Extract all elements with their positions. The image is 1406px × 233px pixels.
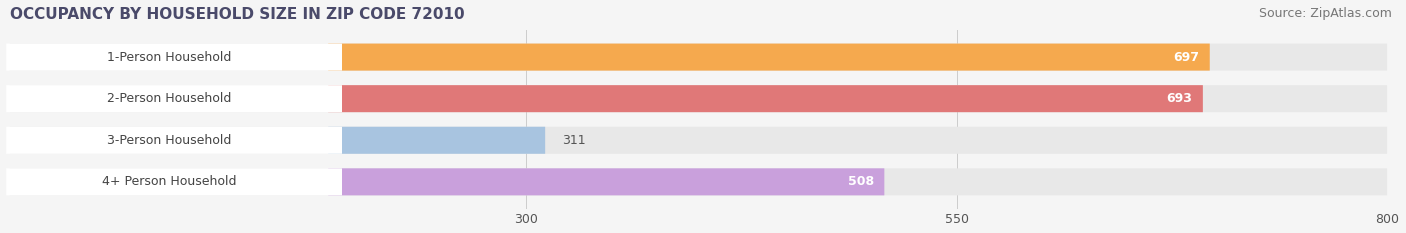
Text: 1-Person Household: 1-Person Household	[107, 51, 231, 64]
Text: Source: ZipAtlas.com: Source: ZipAtlas.com	[1258, 7, 1392, 20]
FancyBboxPatch shape	[6, 44, 342, 71]
Text: 2-Person Household: 2-Person Household	[107, 92, 231, 105]
Text: 508: 508	[848, 175, 875, 188]
FancyBboxPatch shape	[6, 168, 342, 195]
Text: 697: 697	[1174, 51, 1199, 64]
FancyBboxPatch shape	[10, 85, 1388, 112]
Text: OCCUPANCY BY HOUSEHOLD SIZE IN ZIP CODE 72010: OCCUPANCY BY HOUSEHOLD SIZE IN ZIP CODE …	[10, 7, 464, 22]
FancyBboxPatch shape	[328, 168, 884, 195]
FancyBboxPatch shape	[10, 44, 1388, 71]
FancyBboxPatch shape	[6, 127, 342, 154]
FancyBboxPatch shape	[10, 168, 1388, 195]
FancyBboxPatch shape	[328, 44, 1209, 71]
FancyBboxPatch shape	[10, 127, 1388, 154]
Text: 693: 693	[1167, 92, 1192, 105]
Text: 311: 311	[562, 134, 586, 147]
FancyBboxPatch shape	[328, 85, 1204, 112]
FancyBboxPatch shape	[6, 85, 342, 112]
Text: 3-Person Household: 3-Person Household	[107, 134, 231, 147]
FancyBboxPatch shape	[328, 127, 546, 154]
Text: 4+ Person Household: 4+ Person Household	[101, 175, 236, 188]
